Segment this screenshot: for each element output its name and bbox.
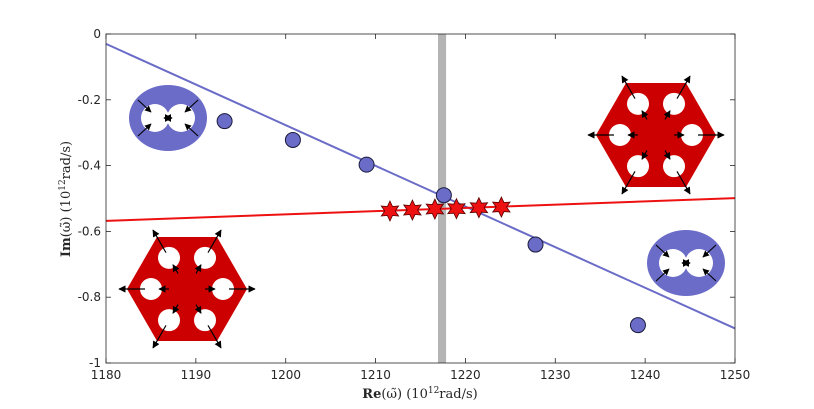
- axis-ticks: 1180 1190 1200 1210 1220 1230 1240 1250 0 -0.2 -0.…: [78, 27, 751, 382]
- outward-arrow: [207, 229, 222, 253]
- y-axis-label: Im(ω̃) (1012rad/s): [58, 141, 74, 257]
- hole-circle: [609, 124, 631, 146]
- inward-arrow: [641, 110, 649, 120]
- outward-arrow: [676, 75, 691, 99]
- hole-circle: [663, 92, 685, 115]
- x-axis-label-tail: rad/s): [439, 387, 477, 402]
- inward-arrow: [663, 150, 671, 160]
- point-circle-3: [358, 156, 375, 173]
- y-tick-label: -1: [89, 356, 101, 370]
- y-tick-label: -0.4: [78, 159, 101, 173]
- inward-arrow: [172, 264, 180, 274]
- hole-circle: [627, 92, 649, 115]
- data-points: [216, 113, 646, 334]
- x-tick-label: 1250: [720, 368, 751, 382]
- fit-line-2: [105, 197, 736, 222]
- hole-circle: [158, 246, 180, 269]
- x-axis-label-sup: 12: [428, 386, 439, 396]
- x-axis-label: Re(ω̃) (1012rad/s): [362, 386, 477, 402]
- inward-arrow: [663, 110, 671, 120]
- hole-circle: [212, 278, 234, 300]
- y-tick-label: -0.6: [78, 224, 101, 238]
- hole-circle: [663, 155, 685, 178]
- point-circle-5: [527, 236, 544, 253]
- hole-circle: [194, 309, 216, 332]
- inset-hexamer-top-right: [587, 75, 725, 195]
- inset-hexamer-bottom-left: [118, 229, 256, 349]
- point-circle-4: [435, 187, 452, 204]
- outward-arrow: [621, 75, 636, 99]
- y-axis-label-text: (ω̃) (10: [59, 191, 74, 238]
- point-star-3: [425, 198, 445, 220]
- point-circle-2: [284, 131, 301, 148]
- hole-circle: [158, 309, 180, 332]
- fit-line-1: [105, 42, 736, 330]
- hexagon-shape: [127, 237, 247, 341]
- point-star-6: [491, 196, 511, 218]
- x-tick-label: 1180: [91, 368, 122, 382]
- inset-dimer-bottom-right: [647, 230, 725, 296]
- point-star-2: [402, 199, 422, 221]
- hole-circle: [627, 155, 649, 178]
- y-axis-label-bold: Im: [59, 237, 74, 257]
- inward-arrow: [194, 304, 202, 314]
- fit-lines: [105, 42, 736, 330]
- inward-arrow: [172, 304, 180, 314]
- x-tick-label: 1230: [540, 368, 571, 382]
- y-tick-label: -0.8: [78, 290, 101, 304]
- point-circle-1: [216, 113, 233, 130]
- point-star-4: [446, 197, 466, 220]
- y-tick-label: -0.2: [78, 93, 101, 107]
- point-star-5: [469, 196, 489, 219]
- x-tick-label: 1200: [270, 368, 301, 382]
- point-circle-6: [629, 317, 646, 334]
- x-tick-label: 1240: [630, 368, 661, 382]
- y-tick-label: 0: [93, 27, 101, 41]
- y-axis-label-sup: 12: [58, 179, 68, 190]
- x-tick-label: 1190: [181, 368, 212, 382]
- x-tick-label: 1220: [450, 368, 481, 382]
- y-axis-label-tail: rad/s): [59, 141, 74, 179]
- axes-box: [105, 33, 736, 364]
- hole-circle: [140, 278, 162, 300]
- inset-dimer-top-left: [129, 85, 207, 151]
- outward-arrow: [676, 171, 691, 195]
- hexagon-shape: [596, 83, 716, 187]
- outward-arrow: [152, 325, 167, 349]
- x-axis-label-bold: Re: [362, 387, 381, 402]
- outward-arrow: [207, 325, 222, 349]
- hole-circle: [194, 246, 216, 269]
- x-axis-label-text: (ω̃) (10: [381, 387, 428, 402]
- outward-arrow: [621, 171, 636, 195]
- x-tick-label: 1210: [360, 368, 391, 382]
- hole-circle: [681, 124, 703, 146]
- point-star-1: [380, 200, 400, 222]
- inward-arrow: [641, 150, 649, 160]
- inward-arrow: [194, 264, 202, 274]
- outward-arrow: [152, 229, 167, 253]
